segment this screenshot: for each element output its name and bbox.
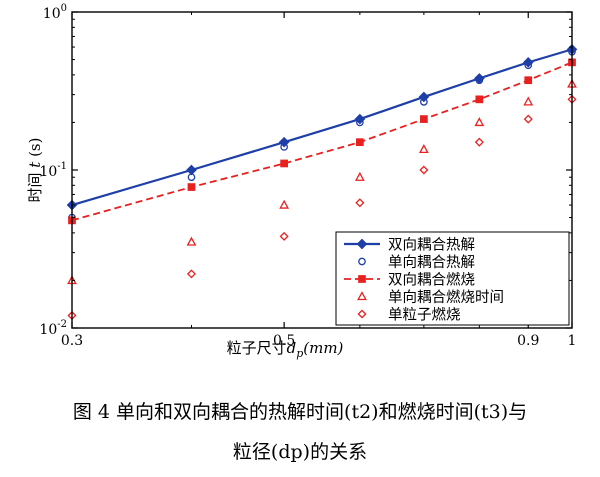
data-point bbox=[524, 76, 533, 85]
caption-line-1: 图 4 单向和双向耦合的热解时间(t2)和燃烧时间(t3)与 bbox=[72, 401, 528, 423]
data-point bbox=[474, 117, 485, 127]
data-point bbox=[356, 118, 364, 127]
data-point bbox=[186, 236, 197, 246]
data-point bbox=[523, 114, 533, 124]
figure-caption: 图 4 单向和双向耦合的热解时间(t2)和燃烧时间(t3)与 粒径(dp)的关系 bbox=[0, 392, 600, 472]
data-point bbox=[187, 183, 196, 191]
data-point bbox=[187, 173, 196, 182]
data-point bbox=[475, 95, 484, 104]
data-point bbox=[419, 165, 429, 175]
legend-label: 双向耦合热解 bbox=[388, 237, 475, 254]
y-tick-label: 100 bbox=[43, 3, 67, 22]
data-point bbox=[354, 171, 365, 181]
data-point bbox=[523, 96, 534, 106]
data-point bbox=[420, 97, 428, 106]
legend-label: 单向耦合热解 bbox=[388, 254, 475, 271]
series-line bbox=[71, 61, 573, 222]
data-point bbox=[280, 143, 288, 151]
legend-marker bbox=[358, 275, 366, 283]
data-point bbox=[420, 115, 428, 123]
legend-entry: 双向耦合热解 bbox=[344, 237, 475, 254]
data-point bbox=[475, 76, 484, 85]
legend-label: 单粒子燃烧 bbox=[388, 306, 461, 324]
x-tick-label: 0.9 bbox=[517, 333, 539, 349]
y-tick-label: 10-1 bbox=[39, 161, 67, 180]
y-tick-label: 10-2 bbox=[39, 319, 67, 338]
y-axis-label: 时间 t (s) bbox=[26, 138, 44, 203]
axes: 0.3 0.5 0.9 1 100 10-1 10-2 粒子尺寸dp(mm) 时间 t (s) bbox=[26, 3, 576, 360]
legend-entry: 单向耦合热解 bbox=[358, 254, 475, 271]
data-point bbox=[418, 144, 429, 154]
legend-entry: 单粒子燃烧 bbox=[357, 306, 461, 324]
legend-box bbox=[335, 231, 570, 326]
data-point bbox=[356, 138, 364, 147]
x-tick-label: 0.5 bbox=[273, 333, 295, 349]
x-axis-label: 粒子尺寸dp(mm) bbox=[227, 339, 344, 360]
series-4 bbox=[67, 78, 577, 285]
x-tick-label: 1 bbox=[568, 333, 577, 349]
legend-entry: 双向耦合燃烧 bbox=[344, 271, 475, 289]
legend-label: 单向耦合燃烧时间 bbox=[388, 288, 504, 306]
data-point bbox=[279, 231, 289, 241]
x-tick-label: 0.3 bbox=[61, 333, 83, 349]
data-point bbox=[355, 198, 365, 208]
data-point bbox=[474, 137, 484, 147]
legend-marker bbox=[357, 291, 367, 301]
legend-marker bbox=[358, 257, 366, 266]
series-1 bbox=[66, 44, 578, 211]
legend-entry: 单向耦合燃烧时间 bbox=[357, 288, 504, 306]
data-point bbox=[280, 159, 288, 168]
data-point bbox=[279, 199, 290, 209]
data-point bbox=[186, 164, 197, 176]
data-point bbox=[524, 61, 533, 70]
legend-marker bbox=[356, 238, 368, 250]
legend-marker bbox=[357, 309, 367, 319]
legend-label: 双向耦合燃烧 bbox=[388, 271, 475, 289]
series-line bbox=[71, 48, 573, 207]
caption-line-2: 粒径(dp)的关系 bbox=[232, 441, 368, 463]
data-point bbox=[186, 269, 196, 279]
series-3 bbox=[68, 58, 576, 225]
series-2 bbox=[68, 47, 576, 222]
